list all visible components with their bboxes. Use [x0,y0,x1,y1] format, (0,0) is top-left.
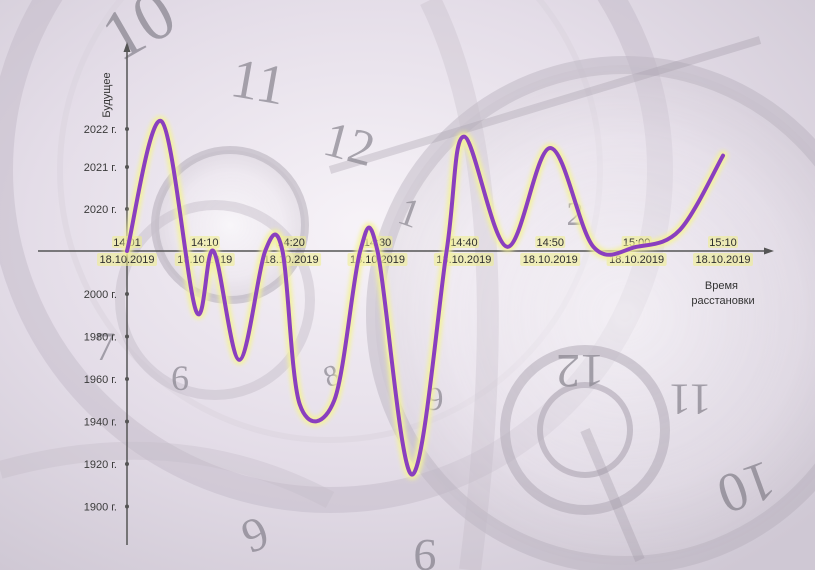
y-tick-mark [125,504,129,509]
clock-numeral: 6 [171,358,189,398]
y-tick-mark [125,377,129,381]
x-ticks: 14:0118.10.201914:1018.10.201914:2018.10… [97,236,753,266]
x-tick-date: 18.10.2019 [264,254,319,266]
clock-numeral: 11 [669,375,711,424]
y-tick-label: 1900 г. [84,502,117,514]
x-tick-date: 18.10.2019 [523,254,578,266]
y-tick-label: 1920 г. [84,459,117,471]
x-tick-date: 18.10.2019 [609,254,664,266]
x-axis-arrow [764,247,774,255]
x-tick-highlight [189,236,220,248]
y-tick-label: 1980 г. [84,332,117,344]
y-tick-label: 2022 г. [84,124,117,136]
y-tick-mark [125,419,129,424]
y-tick-label: 2021 г. [84,162,117,174]
x-axis-title: Время расстановки [691,280,754,307]
y-tick-mark [125,207,129,211]
x-tick-date: 18.10.2019 [695,254,750,266]
x-tick-highlight [520,253,581,266]
x-tick-time: 14:50 [536,237,564,249]
x-tick-highlight [448,236,479,248]
clock-numeral: 12 [556,344,604,397]
series [122,116,728,480]
x-tick-time: 14:40 [450,237,478,249]
x-tick-highlight [693,253,753,266]
clock-numeral: 9 [414,530,437,570]
y-tick-mark [125,462,129,466]
y-tick-label: 2020 г. [84,204,117,216]
x-tick-highlight [97,253,157,266]
y-ticks: 2022 г. 2021 г. 2020 г. 2000 г. 1980 г. 1960 … [84,124,129,514]
x-tick-date: 18.10.2019 [99,254,154,266]
x-tick-highlight [708,236,738,248]
x-tick-highlight [261,253,322,266]
y-tick-label: 2000 г. [84,289,117,301]
series-line [125,119,725,477]
y-tick-mark [125,165,129,169]
y-tick-label: 1960 г. [84,374,117,386]
x-tick-highlight [535,236,566,248]
y-axis-arrow [123,42,131,52]
x-tick-time: 15:10 [709,237,737,249]
y-axis-title: Будущее [101,72,113,117]
clock-numeral: 7 [95,324,115,369]
y-tick-mark [125,292,129,296]
clock-numeral: 11 [226,47,290,117]
y-tick-label: 1940 г. [84,417,117,429]
y-tick-mark [125,127,129,131]
y-tick-mark [125,334,129,339]
